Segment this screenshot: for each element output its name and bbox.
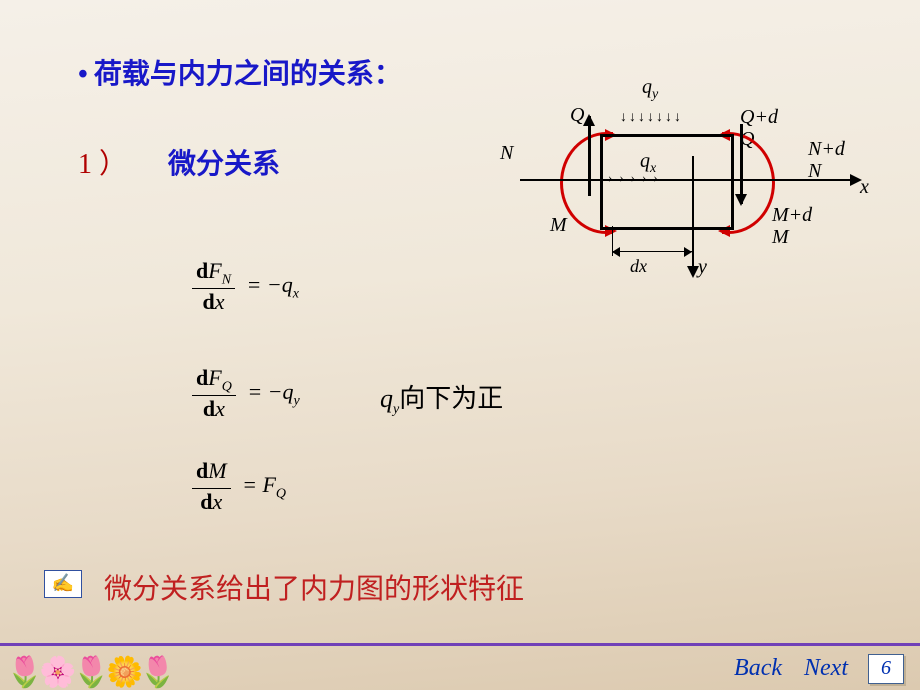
next-button[interactable]: Next (804, 655, 848, 681)
pointer-icon: ✍ (44, 570, 82, 598)
free-body-diagram: qy ↓↓↓↓↓↓↓ Q N M Q+d Q N+d N M+d M qx x … (500, 76, 880, 286)
shear-arrow-left (588, 116, 591, 196)
label-N-left: N (500, 142, 513, 165)
equation-dM-dx: dM dx = FQ (192, 458, 286, 515)
page-number: 6 (868, 654, 904, 684)
section-label: 微分关系 (168, 142, 280, 182)
title-text: 荷载与内力之间的关系： (94, 59, 402, 90)
nav-buttons: Back Next (726, 655, 856, 682)
dim-tick-right (692, 226, 693, 256)
slide-title: •荷载与内力之间的关系： (78, 52, 402, 92)
footer-divider (0, 643, 920, 646)
conclusion-text: 微分关系给出了内力图的形状特征 (104, 567, 524, 607)
section-number: 1 ） (78, 142, 127, 182)
label-MdM: M+d (772, 204, 812, 227)
equation-dFN-dx: dFN dx = −qx (192, 258, 299, 315)
bullet: • (78, 59, 88, 90)
label-QdQ: Q+d (740, 106, 778, 129)
dx-dimension-line (612, 251, 692, 253)
label-M-left: M (550, 214, 567, 237)
label-NdN: N+d (808, 138, 845, 161)
shear-arrow-right (740, 124, 743, 204)
qy-direction-note: qy向下为正 (380, 378, 503, 418)
label-qy: qy (642, 76, 658, 103)
y-axis-line (692, 156, 694, 276)
label-dx: dx (630, 256, 647, 277)
equation-dFQ-dx: dFQ dx = −qy (192, 365, 300, 422)
flower-decoration: 🌷🌸🌷🌼🌷 (6, 655, 173, 690)
back-button[interactable]: Back (734, 655, 782, 681)
label-MdM2: M (772, 226, 789, 249)
qy-arrows: ↓↓↓↓↓↓↓ (620, 110, 716, 132)
label-y-axis: y (698, 256, 707, 279)
